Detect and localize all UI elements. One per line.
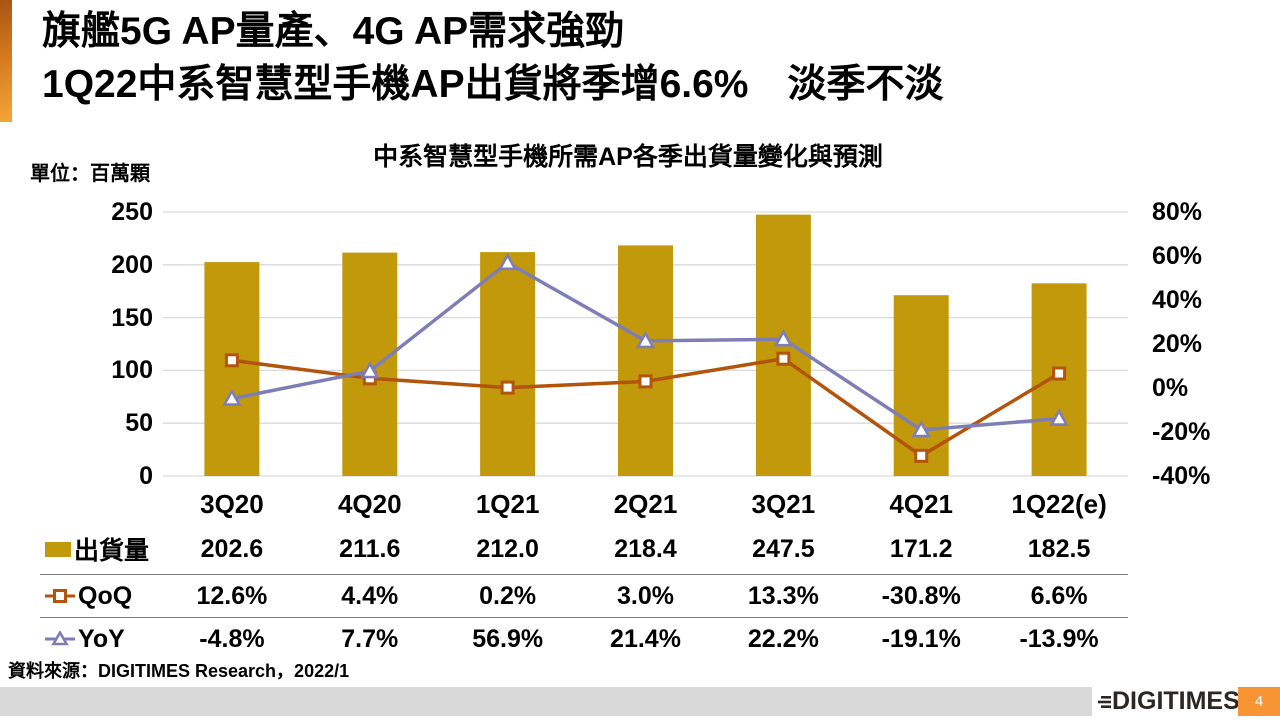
title-accent-bar	[0, 0, 12, 122]
category-row: 3Q20 4Q20 1Q21 2Q21 3Q21 4Q21 1Q22(e)	[40, 484, 1128, 524]
yoy-series-name: YoY	[78, 624, 125, 653]
yoy-marker-icon	[635, 330, 656, 349]
bar-2Q21	[618, 245, 673, 476]
yoy-value: 21.4%	[610, 624, 681, 653]
right-tick-label: 20%	[1152, 330, 1203, 358]
source-note: 資料來源：DIGITIMES Research，2022/1	[8, 661, 350, 681]
bar-1Q21	[480, 252, 536, 476]
shipments-value: 247.5	[752, 534, 815, 563]
yoy-value: -13.9%	[1019, 624, 1099, 653]
category-label: 3Q20	[200, 488, 264, 519]
digitimes-logo: DIGITIMES	[1098, 686, 1240, 717]
right-tick-label: 0%	[1152, 374, 1189, 402]
qoq-marker-icon	[776, 351, 791, 366]
unit-label: 單位：百萬顆	[30, 163, 150, 185]
qoq-value: 12.6%	[196, 581, 268, 610]
yoy-value: 7.7%	[341, 624, 399, 653]
right-tick-label: 80%	[1152, 198, 1203, 226]
qoq-legend: QoQ	[40, 582, 163, 611]
left-tick-label: 200	[111, 250, 153, 279]
yoy-marker-icon	[360, 360, 380, 379]
left-tick-label: 100	[111, 356, 153, 385]
qoq-value: 6.6%	[1030, 581, 1088, 610]
data-table: 3Q20 4Q20 1Q21 2Q21 3Q21 4Q21 1Q22(e) 出貨量 202.6 2…	[40, 484, 1128, 660]
category-label: 3Q21	[751, 488, 816, 519]
qoq-marker-legend-icon	[45, 589, 75, 603]
yoy-value: -19.1%	[881, 624, 961, 653]
yoy-marker-icon	[222, 388, 242, 406]
page-number-badge: 4	[1238, 687, 1280, 716]
category-label: 4Q20	[337, 488, 402, 519]
shipments-swatch-icon	[45, 541, 71, 557]
shipments-value: 202.6	[200, 534, 264, 563]
yoy-marker-legend-icon	[45, 631, 75, 646]
page-number: 4	[1254, 693, 1264, 710]
logo-text: DIGITIMES	[1112, 687, 1240, 715]
yoy-marker-icon	[497, 252, 518, 271]
yoy-marker-icon	[773, 329, 794, 347]
category-label: 1Q21	[475, 488, 540, 519]
qoq-value: 3.0%	[617, 581, 674, 610]
shipments-value: 212.0	[476, 534, 539, 563]
footer-bar	[0, 687, 1092, 716]
qoq-value: 13.3%	[747, 581, 819, 610]
yoy-marker-icon	[1049, 408, 1069, 426]
qoq-marker-icon	[1052, 366, 1067, 381]
yoy-row: YoY -4.8% 7.7% 56.9% 21.4% 22.2% -19.1% -13.9%	[40, 617, 1128, 660]
bar-3Q20	[204, 262, 260, 476]
qoq-value: 4.4%	[341, 581, 399, 610]
qoq-marker-icon	[500, 380, 515, 395]
title-line-1: 旗艦5G AP量產、4G AP需求強勁	[42, 10, 625, 53]
right-tick-label: -40%	[1152, 462, 1211, 490]
shipments-row: 出貨量 202.6 211.6 212.0 218.4 247.5 171.2 182.5	[40, 524, 1128, 574]
yoy-value: 56.9%	[472, 624, 544, 653]
shipments-series-name: 出貨量	[74, 537, 150, 565]
qoq-marker-icon	[224, 353, 239, 368]
shipments-value: 211.6	[339, 534, 401, 563]
logo-speedlines-icon	[1098, 695, 1111, 708]
category-label: 4Q21	[889, 488, 954, 519]
right-tick-label: 60%	[1152, 242, 1203, 270]
title-line-2: 1Q22中系智慧型手機AP出貨將季增6.6% 淡季不淡	[42, 63, 944, 106]
yoy-value: -4.8%	[199, 624, 265, 653]
qoq-value: 0.2%	[479, 581, 537, 610]
category-label: 1Q22(e)	[1011, 488, 1107, 519]
yoy-legend: YoY	[40, 625, 163, 654]
slide-title: 旗艦5G AP量產、4G AP需求強勁 1Q22中系智慧型手機AP出貨將季增6.6…	[42, 5, 943, 111]
shipments-value: 182.5	[1027, 534, 1091, 563]
chart-title: 中系智慧型手機所需AP各季出貨量變化與預測	[373, 143, 883, 171]
qoq-marker-icon	[638, 374, 653, 389]
left-tick-label: 0	[139, 462, 153, 490]
qoq-marker-icon	[914, 448, 929, 463]
shipments-value: 171.2	[889, 534, 953, 563]
left-tick-label: 250	[111, 198, 153, 226]
shipments-value: 218.4	[614, 534, 677, 563]
right-tick-label: 40%	[1152, 286, 1203, 314]
yoy-value: 22.2%	[747, 624, 819, 653]
qoq-series-name: QoQ	[78, 581, 133, 610]
right-tick-label: -20%	[1152, 418, 1211, 446]
shipments-legend: 出貨量	[40, 531, 163, 567]
yoy-marker-icon	[911, 419, 931, 438]
qoq-row: QoQ 12.6% 4.4% 0.2% 3.0% 13.3% -30.8% 6.6%	[40, 574, 1128, 617]
category-label: 2Q21	[613, 488, 678, 519]
left-tick-label: 150	[111, 303, 153, 332]
qoq-value: -30.8%	[881, 581, 961, 610]
left-tick-label: 50	[125, 409, 153, 438]
